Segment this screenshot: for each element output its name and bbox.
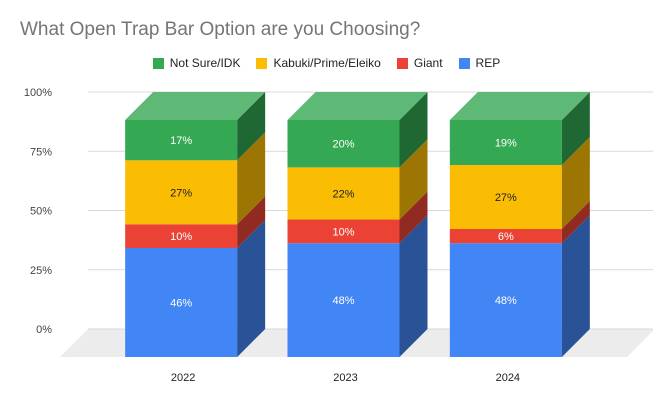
- bar-segment: [449, 137, 590, 230]
- bar-front-kabuki-prime-eleiko: [287, 167, 400, 220]
- bar-side: [237, 92, 266, 161]
- bar-front-rep: [125, 247, 238, 357]
- data-label: 22%: [332, 188, 354, 200]
- legend-item-giant[interactable]: Giant: [396, 56, 443, 70]
- y-tick-label: 50%: [30, 206, 52, 218]
- legend-label: Kabuki/Prime/Eleiko: [273, 56, 381, 70]
- bar-side: [237, 132, 266, 225]
- bar-segment: [125, 219, 266, 357]
- data-label: 19%: [495, 138, 517, 150]
- bar-top: [449, 92, 590, 120]
- bar-front-not-sure-idk: [125, 120, 238, 161]
- legend-swatch: [256, 57, 268, 69]
- bar-front-giant: [125, 224, 238, 248]
- bar-segment: [449, 201, 590, 244]
- bar-segment: [287, 92, 428, 168]
- legend-item-rep[interactable]: REP: [458, 56, 501, 70]
- data-label: 27%: [170, 187, 192, 199]
- data-label: 17%: [170, 135, 192, 147]
- bar-side: [237, 219, 266, 357]
- x-tick-label: 2022: [171, 372, 195, 384]
- bar-side: [399, 139, 428, 220]
- bar-side: [237, 196, 266, 248]
- data-label: 10%: [332, 226, 354, 238]
- legend-label: Not Sure/IDK: [169, 56, 241, 70]
- data-label: 46%: [170, 297, 192, 309]
- data-label: 27%: [495, 192, 517, 204]
- y-tick-label: 100%: [24, 87, 52, 99]
- bar-segment: [449, 92, 590, 166]
- bar-segment: [449, 215, 590, 357]
- y-tick-label: 75%: [30, 146, 52, 158]
- bar-front-rep: [449, 243, 562, 357]
- legend-item-not-sure[interactable]: Not Sure/IDK: [152, 56, 241, 70]
- bar-front-giant: [287, 219, 400, 244]
- data-label: 48%: [495, 295, 517, 307]
- bar-side: [561, 137, 590, 230]
- data-label: 48%: [332, 295, 354, 307]
- data-label: 6%: [498, 231, 514, 243]
- legend-item-kabuki[interactable]: Kabuki/Prime/Eleiko: [256, 56, 381, 70]
- data-label: 10%: [170, 231, 192, 243]
- bar-side: [399, 191, 428, 244]
- y-tick-label: 0%: [36, 324, 52, 336]
- bar-front-giant: [449, 229, 562, 244]
- bar-side: [399, 215, 428, 357]
- legend-label: Giant: [413, 56, 443, 70]
- bar-segment: [287, 139, 428, 220]
- bar-front-not-sure-idk: [449, 120, 562, 166]
- legend: Not Sure/IDK Kabuki/Prime/Eleiko Giant R…: [0, 56, 653, 70]
- legend-swatch: [152, 57, 164, 69]
- bar-side: [399, 92, 428, 168]
- data-label: 20%: [332, 139, 354, 151]
- bar-segment: [287, 215, 428, 357]
- chart-title: What Open Trap Bar Option are you Choosi…: [20, 19, 421, 40]
- bar-front-rep: [287, 243, 400, 357]
- legend-swatch: [458, 57, 470, 69]
- bar-front-kabuki-prime-eleiko: [125, 160, 238, 225]
- bar-segment: [125, 196, 266, 248]
- legend-label: REP: [475, 56, 501, 70]
- bar-segment: [125, 132, 266, 225]
- bar-front-not-sure-idk: [287, 120, 400, 168]
- bar-top: [287, 92, 428, 120]
- y-tick-label: 25%: [30, 265, 52, 277]
- bar-front-kabuki-prime-eleiko: [449, 165, 562, 230]
- legend-swatch: [396, 57, 408, 69]
- x-tick-label: 2023: [333, 372, 357, 384]
- bar-segment: [287, 191, 428, 244]
- bar-side: [561, 92, 590, 166]
- bar-top: [125, 92, 266, 120]
- bar-segment: [125, 92, 266, 161]
- bar-side: [561, 215, 590, 357]
- bar-side: [561, 201, 590, 244]
- x-tick-label: 2024: [496, 372, 520, 384]
